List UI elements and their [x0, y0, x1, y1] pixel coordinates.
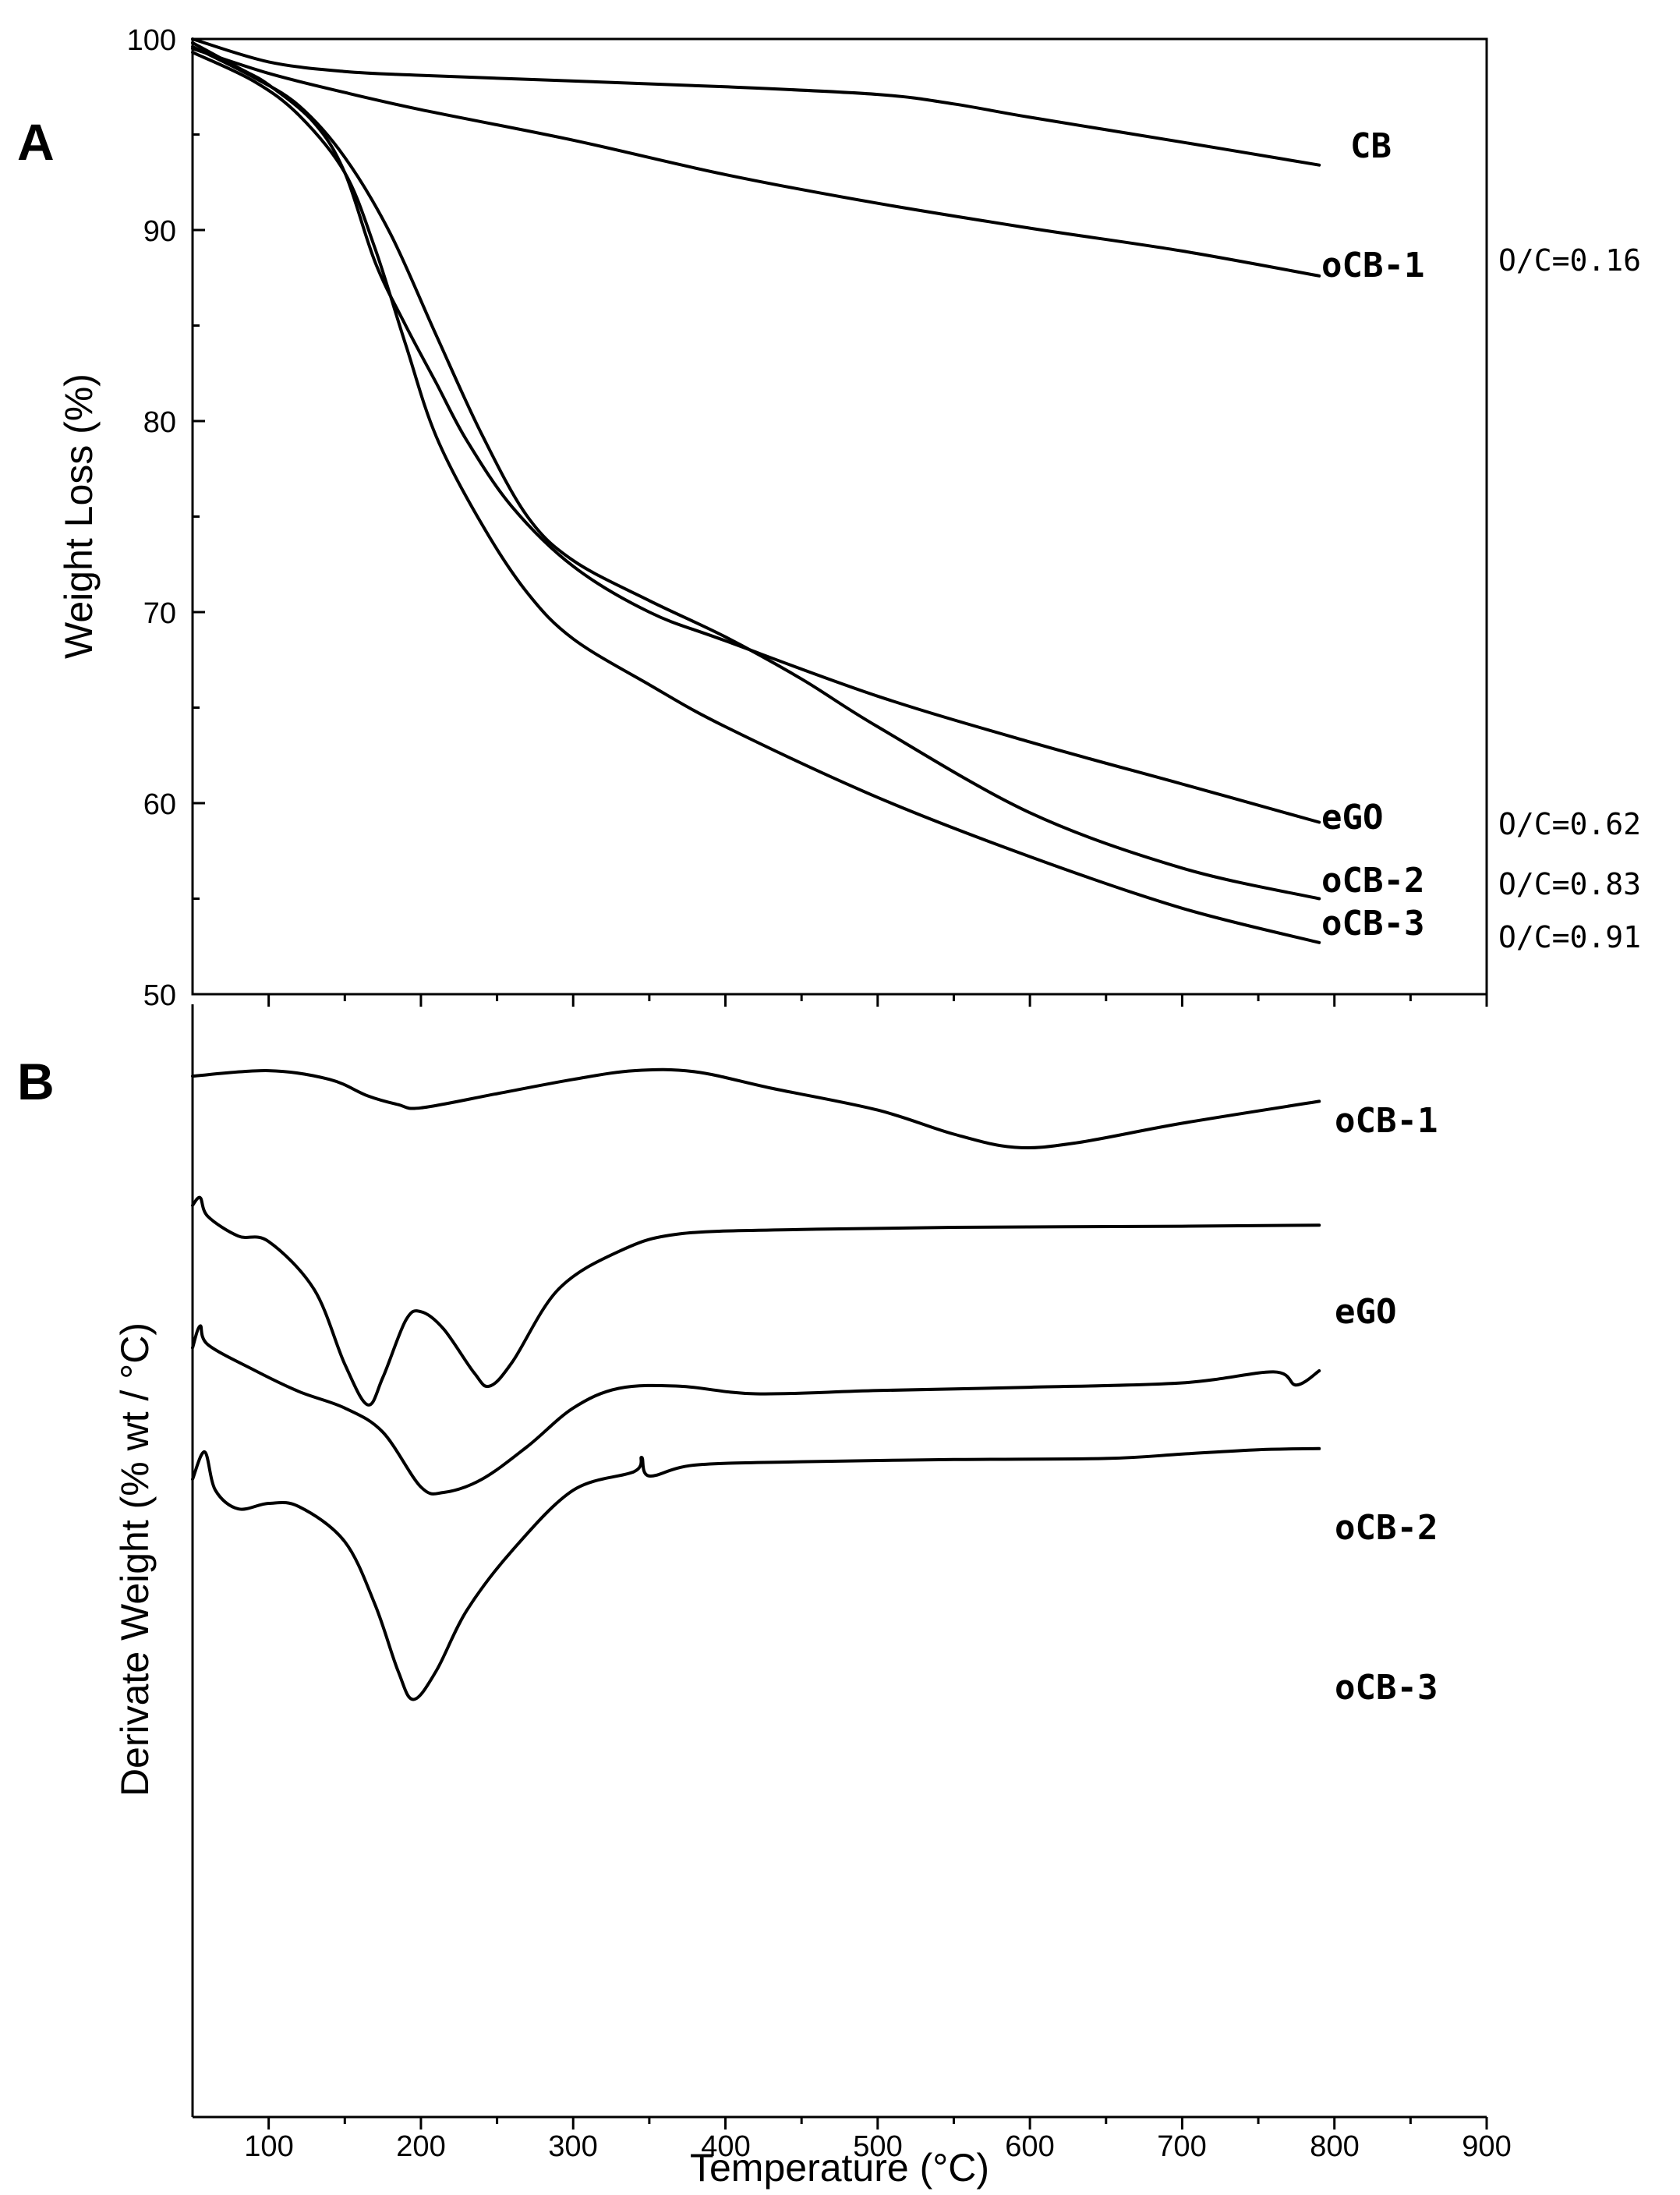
- y-tick-label: 90: [143, 215, 176, 248]
- series-label-ego: eGO: [1335, 1292, 1396, 1332]
- series-label-cb: CB: [1350, 126, 1392, 166]
- panel-b-curves: [191, 1067, 1321, 1701]
- series-label-ocb-2: oCB-2: [1321, 861, 1424, 901]
- series-label-ocb-1: oCB-1: [1321, 246, 1424, 285]
- derivative-weight-series-ocb-3: [191, 1446, 1321, 1701]
- ratio-label-ocb-1: O/C=0.16: [1498, 243, 1641, 278]
- series-label-ocb-2: oCB-2: [1335, 1508, 1438, 1548]
- x-tick-label: 500: [853, 2130, 902, 2163]
- tick-marks: [193, 37, 1488, 2130]
- weight-loss-series-ocb-2: [191, 44, 1321, 901]
- panel-a-curves: [191, 37, 1321, 944]
- x-tick-label: 900: [1462, 2130, 1511, 2163]
- y-tick-label: 80: [143, 406, 176, 439]
- y-tick-label: 50: [143, 979, 176, 1012]
- weight-loss-series-cb: [191, 37, 1321, 167]
- series-label-ocb-3: oCB-3: [1335, 1668, 1438, 1708]
- panel-b-y-axis-title: Derivate Weight (% wt / °C): [113, 1322, 157, 1797]
- x-tick-label: 800: [1310, 2130, 1359, 2163]
- panel-a-frame: [191, 37, 1488, 996]
- derivative-weight-series-ocb-2: [191, 1324, 1321, 1496]
- ratio-label-ego: O/C=0.62: [1498, 807, 1641, 841]
- panel-a-letter: A: [17, 113, 55, 171]
- series-label-ocb-1: oCB-1: [1335, 1101, 1438, 1141]
- panel-b-letter: B: [17, 1053, 55, 1110]
- x-tick-label: 400: [701, 2130, 750, 2163]
- series-label-ego: eGO: [1321, 798, 1383, 837]
- y-tick-label: 70: [143, 597, 176, 630]
- weight-loss-series-ocb-1: [191, 47, 1321, 278]
- x-tick-label: 100: [244, 2130, 293, 2163]
- x-tick-label: 300: [548, 2130, 597, 2163]
- ratio-label-ocb-3: O/C=0.91: [1498, 920, 1641, 954]
- ratio-label-ocb-2: O/C=0.83: [1498, 867, 1641, 901]
- x-tick-label: 700: [1157, 2130, 1206, 2163]
- x-tick-label: 200: [396, 2130, 445, 2163]
- weight-loss-series-ocb-3: [191, 51, 1321, 944]
- derivative-weight-series-ocb-1: [191, 1067, 1321, 1150]
- x-tick-label: 600: [1005, 2130, 1054, 2163]
- series-label-ocb-3: oCB-3: [1321, 904, 1424, 943]
- weight-loss-series-ego: [191, 41, 1321, 824]
- y-tick-label: 100: [127, 24, 176, 57]
- panel-a-y-axis-title: Weight Loss (%): [57, 374, 101, 659]
- x-axis-title: Temperature (°C): [690, 2146, 989, 2190]
- derivative-weight-series-ego: [191, 1195, 1321, 1407]
- y-tick-label: 60: [143, 788, 176, 821]
